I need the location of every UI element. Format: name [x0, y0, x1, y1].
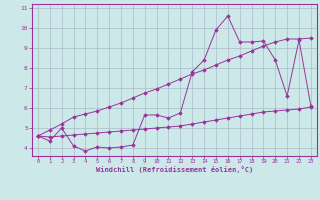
X-axis label: Windchill (Refroidissement éolien,°C): Windchill (Refroidissement éolien,°C): [96, 166, 253, 173]
